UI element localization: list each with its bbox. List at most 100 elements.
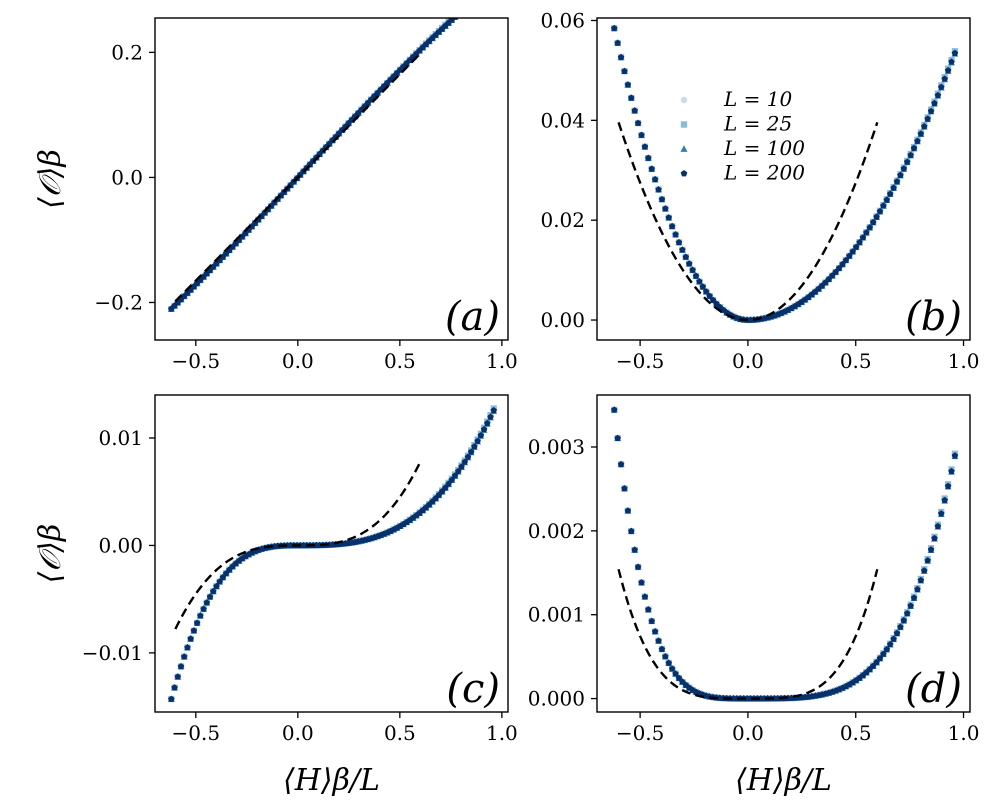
- y-tick-label: 0.04: [540, 108, 585, 132]
- data-point: [200, 605, 207, 612]
- data-point: [468, 0, 474, 5]
- data-point: [897, 171, 904, 178]
- data-point: [628, 527, 635, 534]
- data-point: [465, 2, 472, 9]
- data-point: [893, 629, 901, 636]
- data-point: [951, 49, 959, 56]
- data-point: [645, 154, 652, 161]
- plot-area: [167, 405, 498, 703]
- series-l200: [168, 407, 497, 702]
- data-point: [458, 463, 465, 470]
- data-point: [689, 266, 696, 273]
- data-point: [467, 448, 475, 455]
- y-tick-label: 0.001: [528, 603, 585, 627]
- data-point: [675, 239, 683, 246]
- data-point: [706, 292, 713, 299]
- data-point: [709, 296, 717, 303]
- y-tick-label: −0.2: [94, 290, 143, 314]
- x-tick-label: 0.0: [282, 721, 314, 745]
- data-point: [941, 75, 948, 82]
- data-point: [672, 231, 679, 238]
- data-point: [903, 158, 911, 165]
- data-point: [209, 587, 217, 595]
- legend-label: L = 200: [723, 161, 805, 185]
- x-tick-label: 1.0: [948, 349, 980, 373]
- data-point: [168, 695, 175, 702]
- data-point: [921, 122, 928, 130]
- legend-marker: [680, 145, 688, 152]
- data-point: [924, 557, 931, 564]
- series-l200: [611, 24, 959, 323]
- data-point: [490, 407, 497, 414]
- axes-frame: [596, 17, 971, 341]
- data-point: [897, 623, 904, 630]
- x-tick-label: 0.0: [732, 349, 764, 373]
- data-point: [856, 239, 863, 246]
- data-point: [672, 670, 679, 677]
- data-point: [914, 137, 921, 144]
- data-point: [948, 58, 955, 65]
- data-point: [631, 107, 638, 114]
- data-point: [907, 151, 914, 158]
- data-point: [927, 546, 935, 553]
- data-point: [931, 99, 938, 107]
- data-point: [468, 0, 475, 6]
- y-tick-label: −0.01: [82, 641, 143, 665]
- data-point: [655, 637, 662, 644]
- panel-label: (d): [905, 666, 962, 712]
- data-point: [641, 593, 649, 600]
- data-point: [180, 653, 188, 660]
- plot-area: [610, 406, 959, 702]
- data-point: [458, 8, 465, 15]
- x-axis-label: ⟨H⟩β/L: [283, 763, 380, 798]
- y-tick-label: 0.000: [528, 687, 585, 711]
- data-point: [910, 594, 918, 601]
- data-point: [462, 4, 468, 10]
- data-point: [455, 11, 462, 18]
- data-point: [174, 673, 182, 680]
- data-point: [461, 5, 467, 11]
- data-point: [880, 650, 887, 657]
- data-point: [458, 7, 464, 13]
- data-point: [893, 178, 901, 185]
- data-point: [462, 4, 468, 10]
- data-point: [938, 510, 945, 517]
- data-point: [641, 143, 649, 150]
- x-tick-label: 0.5: [384, 721, 416, 745]
- data-point: [679, 246, 686, 253]
- data-point: [638, 579, 645, 586]
- legend-marker: [680, 169, 688, 177]
- data-point: [869, 218, 877, 226]
- y-axis-label: ⟨𝒪⟩β: [33, 149, 68, 209]
- data-point: [484, 419, 491, 427]
- data-point: [468, 0, 474, 4]
- data-point: [914, 585, 921, 593]
- series-l25: [168, 405, 497, 703]
- data-point: [177, 663, 185, 670]
- x-tick-label: −0.5: [172, 721, 221, 745]
- dashed-curve: [174, 461, 422, 630]
- data-point: [465, 1, 471, 7]
- data-point: [866, 224, 873, 231]
- data-point: [465, 2, 471, 8]
- plot-area: [610, 24, 959, 324]
- data-point: [863, 229, 870, 236]
- data-point: [617, 460, 625, 468]
- legend-label: L = 100: [723, 136, 805, 160]
- data-point: [662, 205, 669, 212]
- data-point: [921, 567, 928, 574]
- data-point: [890, 184, 897, 191]
- x-tick-label: 1.0: [486, 349, 518, 373]
- data-point: [692, 272, 700, 279]
- y-tick-label: 0.002: [528, 519, 585, 543]
- data-point: [941, 496, 948, 503]
- data-point: [624, 81, 632, 88]
- data-point: [474, 437, 481, 444]
- data-point: [458, 7, 464, 13]
- data-point: [682, 253, 690, 260]
- x-tick-label: −0.5: [172, 349, 221, 373]
- data-point: [951, 452, 959, 459]
- data-point: [944, 482, 952, 489]
- data-point: [628, 94, 635, 101]
